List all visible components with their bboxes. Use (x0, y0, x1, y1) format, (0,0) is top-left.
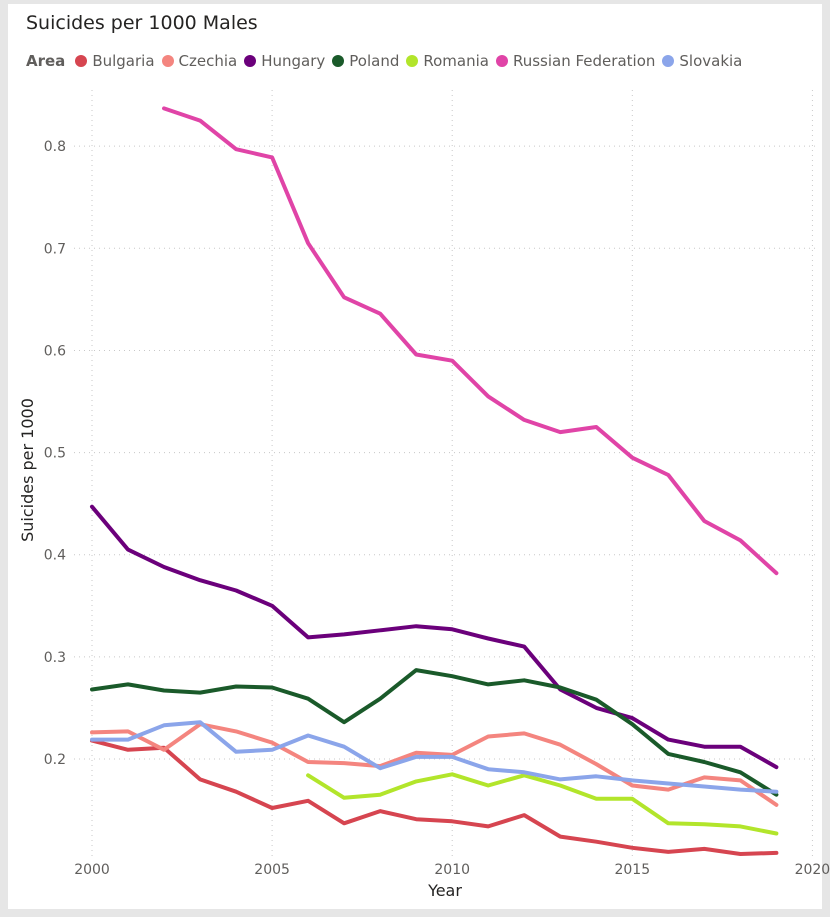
x-tick-label: 2005 (254, 862, 290, 878)
legend-marker-icon (406, 55, 419, 67)
legend-item[interactable]: Romania (406, 52, 489, 70)
series-line-bulgaria (90, 738, 779, 856)
legend-marker-icon (244, 55, 257, 67)
legend-item[interactable]: Russian Federation (495, 52, 656, 70)
legend-marker-icon (161, 55, 174, 67)
series-line-czechia (90, 722, 779, 807)
series-line-hungary (90, 504, 779, 770)
y-axis-ticks: 0.2 0.3 0.4 0.5 0.6 0.7 0.8 (44, 139, 66, 768)
y-tick-label: 0.7 (44, 241, 66, 257)
legend-item[interactable]: Bulgaria (75, 52, 155, 70)
legend-items: Bulgaria Czechia Hungary Poland Romania Russi… (75, 52, 749, 70)
y-tick-label: 0.4 (44, 548, 66, 564)
x-tick-label: 2020 (795, 862, 830, 878)
legend-item[interactable]: Slovakia (662, 52, 742, 70)
legend-label: Russian Federation (512, 52, 656, 70)
y-tick-label: 0.2 (44, 752, 66, 768)
series-lines (90, 106, 779, 856)
chart-title: Suicides per 1000 Males (26, 12, 258, 34)
series-line-poland (90, 668, 779, 797)
y-tick-label: 0.6 (44, 343, 66, 359)
legend-item[interactable]: Poland (332, 52, 399, 70)
legend-title: Area (26, 52, 66, 70)
legend-marker-icon (332, 55, 345, 67)
legend-label: Romania (423, 52, 489, 70)
legend: Area Bulgaria Czechia Hungary Poland Romania… (26, 52, 749, 70)
legend-label: Czechia (178, 52, 238, 70)
legend-label: Bulgaria (92, 52, 155, 70)
x-tick-label: 2015 (614, 862, 650, 878)
series-line-russian-federation (162, 106, 779, 576)
y-tick-label: 0.8 (44, 139, 66, 155)
legend-marker-icon (75, 55, 88, 67)
y-tick-label: 0.3 (44, 650, 66, 666)
x-tick-label: 2010 (434, 862, 470, 878)
legend-label: Hungary (261, 52, 326, 70)
y-axis-title: Suicides per 1000 (18, 398, 37, 542)
legend-marker-icon (662, 55, 675, 67)
legend-label: Slovakia (679, 52, 743, 70)
gridlines (74, 90, 816, 856)
legend-marker-icon (495, 55, 508, 67)
legend-item[interactable]: Hungary (244, 52, 325, 70)
x-tick-label: 2000 (74, 862, 110, 878)
series-line-romania (306, 772, 779, 836)
legend-label: Poland (349, 52, 400, 70)
legend-item[interactable]: Czechia (161, 52, 238, 70)
x-axis-ticks: 2000 2005 2010 2015 2020 (74, 862, 830, 878)
x-axis-title: Year (427, 881, 462, 900)
series-line-slovakia (90, 720, 779, 794)
y-tick-label: 0.5 (44, 446, 66, 462)
